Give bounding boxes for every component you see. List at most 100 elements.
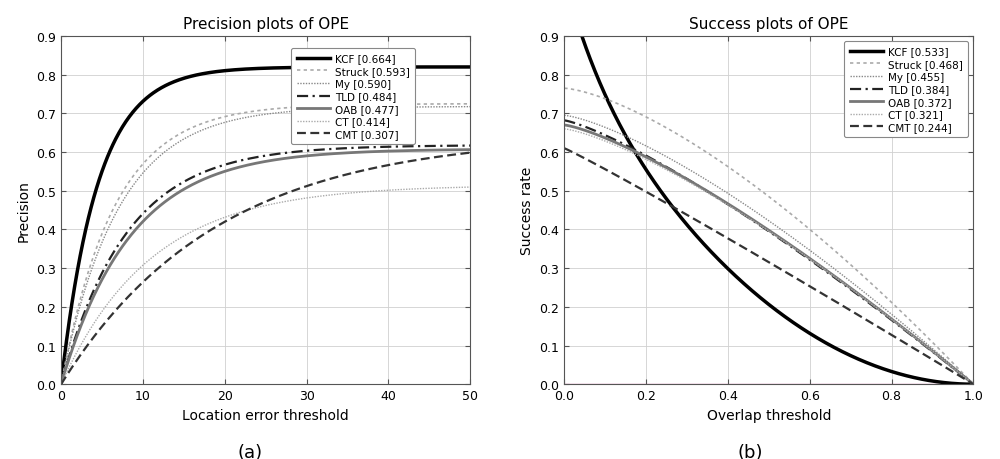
CT [0.321] xyxy=(743,216,755,222)
TLD [0.484] xyxy=(363,145,375,151)
Line: Struck [0.468]: Struck [0.468] xyxy=(564,89,973,384)
KCF [0.664] xyxy=(240,67,252,73)
CMT [0.307] xyxy=(464,151,476,156)
My [0.590] xyxy=(363,106,375,111)
TLD [0.484] xyxy=(127,222,139,228)
KCF [0.664] xyxy=(160,83,172,89)
TLD [0.484] xyxy=(240,157,252,162)
Struck [0.593] xyxy=(55,381,67,387)
KCF [0.664] xyxy=(296,66,308,71)
KCF [0.533] xyxy=(799,328,811,334)
CMT [0.244] xyxy=(558,146,570,151)
Legend: KCF [0.664], Struck [0.593], My [0.590], TLD [0.484], OAB [0.477], CT [0.414], C: KCF [0.664], Struck [0.593], My [0.590],… xyxy=(291,49,415,145)
CMT [0.307] xyxy=(296,185,308,191)
Struck [0.468] xyxy=(631,110,643,116)
KCF [0.533] xyxy=(663,201,675,206)
Struck [0.468] xyxy=(799,224,811,229)
CMT [0.244] xyxy=(866,321,878,326)
My [0.590] xyxy=(160,149,172,154)
Struck [0.593] xyxy=(127,174,139,179)
Struck [0.468] xyxy=(967,381,979,387)
KCF [0.664] xyxy=(328,65,340,71)
KCF [0.664] xyxy=(127,109,139,115)
Text: (a): (a) xyxy=(237,443,263,459)
Line: Struck [0.593]: Struck [0.593] xyxy=(61,105,470,384)
CT [0.414] xyxy=(363,189,375,195)
OAB [0.477] xyxy=(160,199,172,204)
CT [0.414] xyxy=(296,196,308,202)
CT [0.321] xyxy=(799,254,811,259)
Line: OAB [0.477]: OAB [0.477] xyxy=(61,150,470,384)
TLD [0.484] xyxy=(160,191,172,196)
X-axis label: Location error threshold: Location error threshold xyxy=(182,408,349,422)
TLD [0.384] xyxy=(631,149,643,154)
KCF [0.533] xyxy=(558,0,570,1)
CT [0.321] xyxy=(631,153,643,158)
CMT [0.244] xyxy=(631,185,643,190)
CT [0.321] xyxy=(831,276,843,282)
CT [0.414] xyxy=(464,185,476,190)
Y-axis label: Precision: Precision xyxy=(17,180,31,241)
OAB [0.477] xyxy=(464,147,476,153)
My [0.590] xyxy=(127,183,139,188)
CT [0.321] xyxy=(967,381,979,387)
My [0.455] xyxy=(558,113,570,119)
CMT [0.307] xyxy=(328,176,340,181)
OAB [0.372] xyxy=(743,215,755,221)
TLD [0.384] xyxy=(799,254,811,260)
CMT [0.244] xyxy=(967,381,979,387)
OAB [0.372] xyxy=(558,123,570,129)
OAB [0.372] xyxy=(831,276,843,281)
Struck [0.593] xyxy=(464,102,476,107)
OAB [0.372] xyxy=(631,150,643,156)
OAB [0.477] xyxy=(127,230,139,235)
My [0.455] xyxy=(799,245,811,250)
My [0.455] xyxy=(831,269,843,274)
TLD [0.484] xyxy=(328,147,340,152)
KCF [0.533] xyxy=(831,347,843,352)
CMT [0.244] xyxy=(799,281,811,287)
Struck [0.468] xyxy=(663,128,675,133)
My [0.455] xyxy=(866,296,878,302)
KCF [0.533] xyxy=(631,152,643,158)
TLD [0.384] xyxy=(663,167,675,172)
Line: OAB [0.372]: OAB [0.372] xyxy=(564,126,973,384)
KCF [0.533] xyxy=(743,286,755,291)
CT [0.414] xyxy=(160,245,172,250)
Struck [0.593] xyxy=(240,110,252,116)
Line: KCF [0.664]: KCF [0.664] xyxy=(61,68,470,384)
Line: TLD [0.484]: TLD [0.484] xyxy=(61,146,470,384)
CMT [0.307] xyxy=(127,289,139,294)
TLD [0.384] xyxy=(558,118,570,124)
Y-axis label: Success rate: Success rate xyxy=(520,167,534,255)
My [0.455] xyxy=(631,139,643,145)
Struck [0.593] xyxy=(296,105,308,110)
KCF [0.664] xyxy=(464,65,476,71)
Struck [0.593] xyxy=(328,103,340,109)
Title: Precision plots of OPE: Precision plots of OPE xyxy=(183,17,349,32)
Text: (b): (b) xyxy=(737,443,763,459)
CT [0.414] xyxy=(240,208,252,214)
OAB [0.372] xyxy=(663,167,675,173)
CT [0.414] xyxy=(127,272,139,277)
My [0.455] xyxy=(663,156,675,162)
CT [0.321] xyxy=(866,302,878,308)
My [0.455] xyxy=(967,381,979,387)
CMT [0.307] xyxy=(55,381,67,387)
Line: CMT [0.244]: CMT [0.244] xyxy=(564,149,973,384)
My [0.590] xyxy=(296,108,308,114)
Line: CT [0.321]: CT [0.321] xyxy=(564,129,973,384)
Struck [0.468] xyxy=(558,86,570,92)
Struck [0.468] xyxy=(831,251,843,256)
CMT [0.244] xyxy=(663,203,675,208)
Struck [0.468] xyxy=(743,180,755,185)
OAB [0.477] xyxy=(296,154,308,160)
Struck [0.593] xyxy=(363,102,375,108)
My [0.590] xyxy=(328,107,340,112)
Legend: KCF [0.533], Struck [0.468], My [0.455], TLD [0.384], OAB [0.372], CT [0.321], C: KCF [0.533], Struck [0.468], My [0.455],… xyxy=(844,42,968,138)
CT [0.414] xyxy=(328,192,340,198)
KCF [0.533] xyxy=(967,381,979,387)
Struck [0.468] xyxy=(866,282,878,287)
Line: CMT [0.307]: CMT [0.307] xyxy=(61,153,470,384)
TLD [0.384] xyxy=(967,381,979,387)
